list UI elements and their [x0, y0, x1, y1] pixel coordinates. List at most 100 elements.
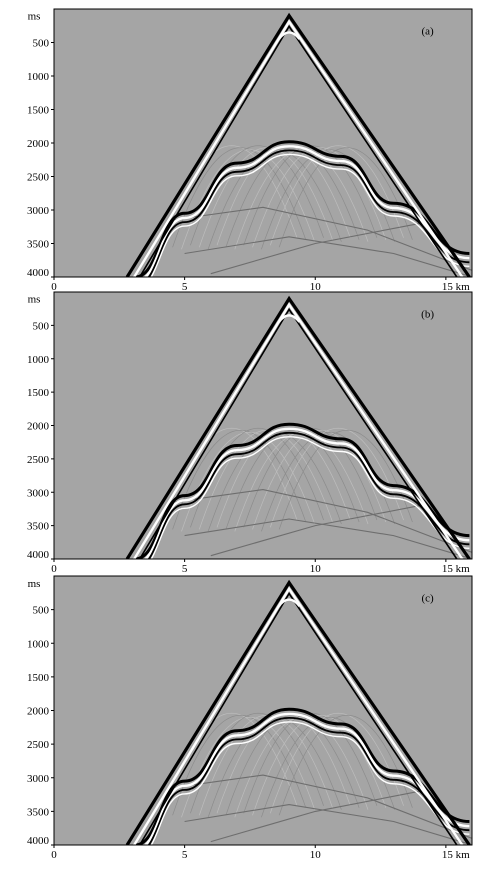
diffraction-curve [234, 431, 369, 532]
weak-event [171, 774, 472, 839]
weak-event [184, 804, 472, 845]
diffraction-curve [172, 147, 307, 248]
x-tick-label: 5 [182, 849, 188, 861]
diffraction-curve [198, 714, 333, 816]
reflection-event [147, 149, 470, 277]
y-tick-label: 500 [33, 605, 50, 617]
seismic-events [125, 579, 472, 845]
diffraction-curve [278, 429, 413, 530]
y-axis-label: ms [28, 578, 41, 590]
y-tick-label: 4000 [27, 835, 50, 847]
diffraction-curve [181, 149, 316, 250]
direct-wave-event [133, 586, 464, 845]
diffraction-curve [225, 714, 360, 816]
diffraction-curve [278, 147, 413, 248]
x-tick-label: 5 [182, 281, 188, 293]
diffraction-curve [234, 149, 369, 250]
weak-event [184, 518, 472, 559]
diffraction-curve [252, 147, 387, 248]
weak-event [171, 206, 472, 271]
diffraction-curve [234, 716, 369, 818]
reflection-event [143, 427, 470, 559]
diffraction-curve [252, 429, 387, 530]
x-tick-label: 10 [310, 563, 322, 575]
diffraction-curve [278, 714, 413, 816]
y-tick-label: 500 [33, 38, 50, 50]
x-tick-label: 10 [310, 281, 322, 293]
x-tick-label: 0 [51, 281, 57, 293]
diffraction-curve [225, 147, 360, 248]
y-tick-label: 1500 [27, 387, 50, 399]
y-tick-label: 3000 [27, 487, 50, 499]
reflection-event [134, 140, 470, 277]
direct-wave-event [125, 579, 471, 845]
apex-event [277, 314, 301, 323]
direct-wave-event [139, 307, 458, 559]
panel-label: (a) [421, 25, 434, 37]
plot-area [54, 292, 472, 559]
diffraction-curve [181, 716, 316, 818]
reflection-event [147, 716, 470, 845]
y-tick-label: 1000 [27, 638, 50, 650]
reflection-event [150, 153, 470, 277]
weak-event [210, 505, 420, 557]
weak-event [171, 489, 472, 553]
weak-event [210, 790, 420, 843]
y-tick-label: 3000 [27, 773, 50, 785]
y-tick-label: 1500 [27, 672, 50, 684]
reflection-event [147, 431, 470, 559]
y-tick-label: 2500 [27, 739, 50, 751]
reflection-event [134, 422, 470, 559]
diffraction-curve [198, 147, 333, 248]
diffraction-curve [269, 712, 404, 814]
x-tick-label: 0 [51, 563, 57, 575]
diffraction-curve [225, 429, 360, 530]
direct-wave-event [125, 12, 471, 277]
plot-area [54, 9, 472, 277]
diffraction-curve [172, 429, 307, 530]
y-tick-label: 2000 [27, 138, 50, 150]
diffraction-curve [181, 431, 316, 532]
panel-2: 500 1000 1500 2000 2500 3000 3500 4000 ms 0 5 10 15 … [27, 291, 473, 575]
seismic-events [125, 295, 472, 559]
apex-event [277, 31, 301, 40]
reflection-event [134, 707, 470, 845]
y-tick-label: 1500 [27, 105, 50, 117]
diffraction-curve [252, 714, 387, 816]
y-tick-label: 2000 [27, 421, 50, 433]
direct-wave-event [133, 302, 464, 559]
y-tick-label: 500 [33, 320, 50, 332]
plot-area [54, 576, 472, 845]
direct-wave-event [133, 19, 464, 277]
seismic-events [125, 12, 472, 277]
weak-event [210, 222, 420, 275]
y-axis-label: ms [28, 11, 41, 23]
y-axis-label: ms [28, 294, 41, 306]
y-tick-label: 3000 [27, 205, 50, 217]
reflection-event [150, 721, 470, 845]
x-tick-label: 15 km [442, 281, 470, 293]
panel-1: 500 1000 1500 2000 2500 3000 3500 4000 ms 0 5 10 15 … [27, 8, 473, 293]
y-tick-label: 4000 [27, 267, 50, 279]
diffraction-curve [198, 429, 333, 530]
y-tick-label: 3500 [27, 521, 50, 533]
diffraction-curve [172, 714, 307, 816]
panel-3: 500 1000 1500 2000 2500 3000 3500 4000 ms 0 5 10 15 … [27, 575, 473, 861]
panel-label: (c) [421, 593, 434, 605]
x-tick-label: 15 km [442, 849, 470, 861]
y-tick-label: 2500 [27, 172, 50, 184]
x-tick-label: 10 [310, 849, 322, 861]
y-tick-label: 2500 [27, 454, 50, 466]
direct-wave-event [139, 591, 458, 845]
y-tick-label: 3500 [27, 806, 50, 818]
diffraction-curve [269, 427, 404, 528]
diffraction-curve [269, 145, 404, 246]
y-tick-label: 3500 [27, 239, 50, 251]
x-tick-label: 5 [182, 563, 188, 575]
x-tick-label: 0 [51, 849, 57, 861]
reflection-event [150, 436, 470, 559]
weak-event [184, 236, 472, 277]
reflection-event [143, 145, 470, 277]
x-tick-label: 15 km [442, 563, 470, 575]
